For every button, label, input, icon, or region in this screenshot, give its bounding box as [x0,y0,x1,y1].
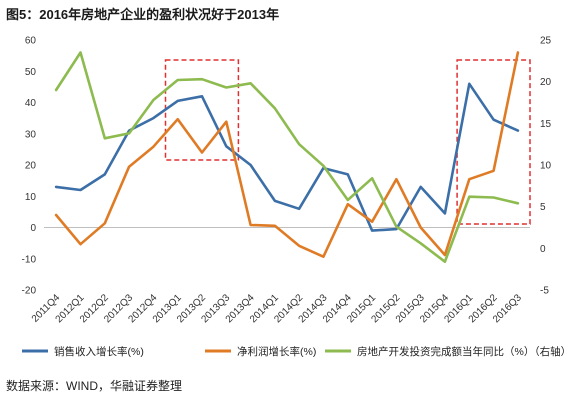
y-left-tick-label: 40 [25,98,37,109]
y-left-tick-label: 50 [25,67,37,78]
y-right-tick-label: 15 [540,119,552,130]
y-left-tick-label: 20 [25,161,37,172]
y-right-tick-label: 5 [540,202,546,213]
legend-label: 净利润增长率(%) [237,345,316,358]
y-right-tick-label: 0 [540,244,546,255]
y-left-tick-label: 10 [25,192,37,203]
y-right-tick-label: -5 [540,286,549,297]
y-left-tick-label: 30 [25,129,37,140]
highlight-boxes [164,59,531,225]
highlight-box [164,59,240,161]
chart-axes: -20-100102030405060-505101520252011Q4201… [22,36,552,326]
chart-series [54,51,520,264]
series-line [54,51,520,264]
series-line [54,82,520,232]
data-source: 数据来源：WIND，华融证券整理 [6,379,182,393]
y-right-tick-label: 10 [540,161,552,172]
chart-title: 图5：2016年房地产企业的盈利状况好于2013年 [6,7,280,22]
highlight-box [456,59,531,225]
y-left-tick-label: 60 [25,36,37,47]
legend-label: 销售收入增长率(%) [54,345,144,358]
y-left-tick-label: -10 [22,254,37,265]
series-line [54,51,520,259]
y-left-tick-label: -20 [22,286,37,297]
y-right-tick-label: 20 [540,77,552,88]
y-left-tick-label: 0 [30,223,36,234]
y-right-tick-label: 25 [540,36,552,47]
chart-legend: 销售收入增长率(%) 净利润增长率(%) 房地产开发投资完成额当年同比（%）（右轴） [22,345,565,358]
legend-label: 房地产开发投资完成额当年同比（%）（右轴） [357,345,565,358]
